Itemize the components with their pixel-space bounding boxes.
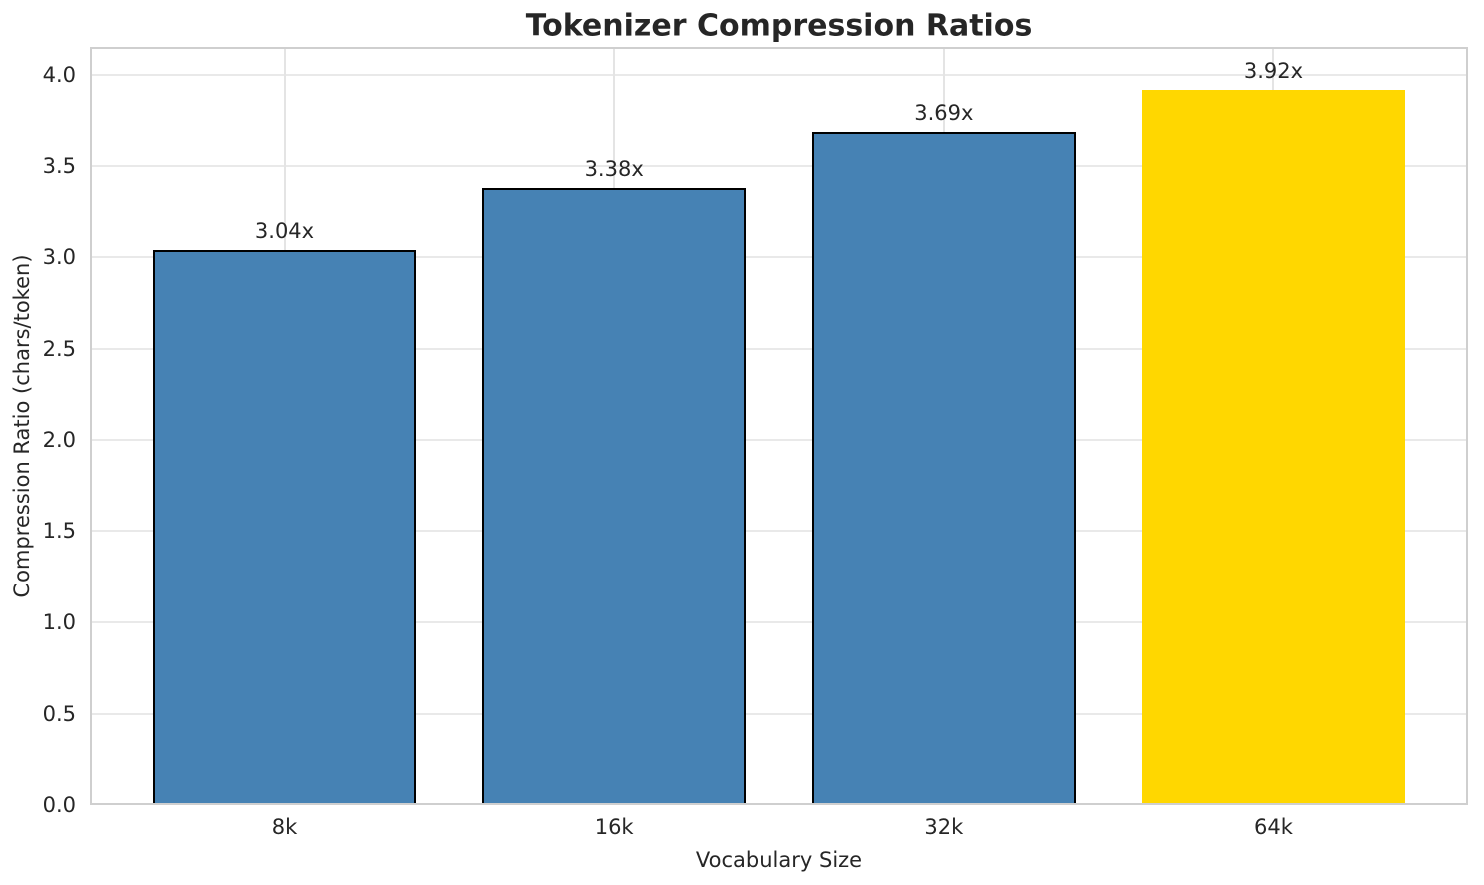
- x-axis-label: Vocabulary Size: [695, 848, 863, 872]
- y-tick-label: 1.0: [42, 610, 76, 635]
- x-tick-label: 64k: [1254, 815, 1293, 839]
- gridline-horizontal: [90, 256, 1468, 259]
- bar-64k: [1141, 89, 1406, 805]
- gridline-horizontal: [90, 438, 1468, 441]
- y-tick-label: 3.5: [42, 154, 76, 179]
- gridline-horizontal: [90, 530, 1468, 533]
- y-axis-label: Compression Ratio (chars/token): [10, 254, 34, 598]
- x-tick-label: 16k: [594, 815, 634, 839]
- y-tick-label: 0.5: [42, 701, 76, 726]
- y-tick-label: 3.0: [42, 245, 76, 270]
- y-tick-label: 4.0: [42, 62, 76, 87]
- gridline-horizontal: [90, 347, 1468, 350]
- bar-8k: [152, 250, 417, 805]
- gridline-horizontal: [90, 621, 1468, 624]
- x-tick-label: 8k: [271, 815, 298, 839]
- bar-value-label: 3.69x: [914, 100, 974, 125]
- chart-title: Tokenizer Compression Ratios: [525, 8, 1033, 44]
- bar-value-label: 3.38x: [584, 157, 644, 182]
- y-tick-label: 1.5: [42, 519, 76, 544]
- y-tick-label: 0.0: [42, 793, 76, 817]
- gridline-horizontal: [90, 165, 1468, 168]
- y-tick-label: 2.5: [42, 336, 76, 361]
- y-tick-label: 2.0: [42, 427, 76, 452]
- bar-32k: [811, 131, 1076, 805]
- x-tick-label: 32k: [924, 815, 964, 839]
- bar-16k: [482, 188, 747, 805]
- bar-value-label: 3.92x: [1243, 58, 1304, 83]
- gridline-horizontal: [90, 73, 1468, 76]
- bar-value-label: 3.04x: [254, 219, 315, 244]
- gridline-horizontal: [90, 712, 1468, 715]
